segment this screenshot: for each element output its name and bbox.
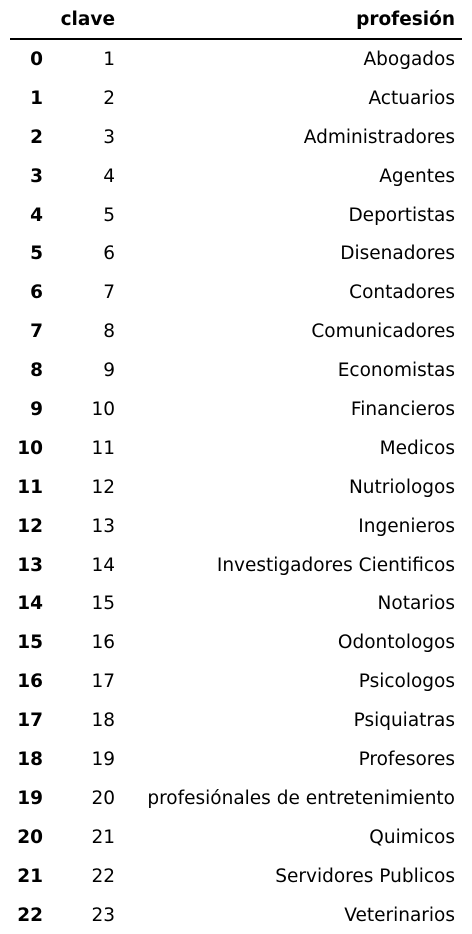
table-row: 7 8 Comunicadores	[10, 312, 462, 351]
cell-profesion: Nutriologos	[348, 476, 455, 498]
cell-clave: 2	[103, 87, 115, 109]
row-index: 12	[17, 515, 43, 537]
row-index: 13	[17, 554, 43, 576]
table-row: 3 4 Agentes	[10, 157, 462, 196]
cell-profesion: Disenadores	[340, 243, 455, 265]
index-header	[10, 0, 43, 40]
table-row: 8 9 Economistas	[10, 351, 462, 390]
table-row: 10 11 Medicos	[10, 429, 462, 468]
cell-clave: 7	[103, 282, 115, 304]
row-index: 17	[17, 710, 43, 732]
cell-profesion: Servidores Publicos	[275, 865, 455, 887]
cell-profesion: Comunicadores	[311, 321, 455, 343]
cell-clave: 19	[91, 748, 115, 770]
table-row: 16 17 Psicologos	[10, 662, 462, 701]
cell-profesion: Odontologos	[337, 632, 455, 654]
cell-clave: 6	[103, 243, 115, 265]
cell-profesion: Deportistas	[348, 204, 455, 226]
row-index: 7	[30, 321, 43, 343]
cell-clave: 5	[103, 204, 115, 226]
row-index: 18	[17, 748, 43, 770]
cell-clave: 22	[91, 865, 115, 887]
table-row: 9 10 Financieros	[10, 390, 462, 429]
row-index: 2	[30, 126, 43, 148]
cell-clave: 3	[103, 126, 115, 148]
cell-profesion: Quimicos	[369, 826, 455, 848]
cell-clave: 14	[91, 554, 115, 576]
cell-clave: 21	[91, 826, 115, 848]
cell-profesion: Psiquiatras	[353, 710, 455, 732]
table-row: 21 22 Servidores Publicos	[10, 857, 462, 896]
row-index: 0	[30, 48, 43, 70]
cell-clave: 13	[91, 515, 115, 537]
row-index: 21	[17, 865, 43, 887]
cell-profesion: Actuarios	[368, 87, 455, 109]
table-header: clave profesión	[10, 0, 462, 40]
table-row: 15 16 Odontologos	[10, 623, 462, 662]
cell-profesion: Administradores	[303, 126, 455, 148]
row-index: 15	[17, 632, 43, 654]
table-row: 19 20 profesiónales de entretenimiento	[10, 779, 462, 818]
cell-clave: 17	[91, 671, 115, 693]
row-index: 11	[17, 476, 43, 498]
row-index: 5	[30, 243, 43, 265]
row-index: 19	[17, 787, 43, 809]
cell-profesion: Medicos	[379, 437, 455, 459]
row-index: 3	[30, 165, 43, 187]
table-row: 5 6 Disenadores	[10, 234, 462, 273]
row-index: 1	[30, 87, 43, 109]
cell-profesion: Investigadores Cientificos	[216, 554, 455, 576]
cell-clave: 9	[103, 360, 115, 382]
column-header-clave: clave	[43, 0, 115, 40]
cell-clave: 16	[91, 632, 115, 654]
cell-clave: 1	[103, 48, 115, 70]
table-row: 14 15 Notarios	[10, 584, 462, 623]
row-index: 20	[17, 826, 43, 848]
cell-profesion: Psicologos	[358, 671, 455, 693]
row-index: 9	[30, 398, 43, 420]
column-header-profesion: profesión	[115, 0, 462, 40]
table-row: 1 2 Actuarios	[10, 79, 462, 118]
cell-profesion: Abogados	[363, 48, 456, 70]
cell-profesion: Veterinarios	[344, 904, 455, 926]
dataframe-table: clave profesión 0 1 Abogados 1 2 Actuarios 2 3 A…	[10, 0, 462, 934]
table-row: 22 23 Veterinarios	[10, 896, 462, 934]
cell-profesion: Financieros	[350, 398, 455, 420]
row-index: 8	[30, 360, 43, 382]
table-row: 18 19 Profesores	[10, 740, 462, 779]
table-row: 4 5 Deportistas	[10, 196, 462, 235]
table-row: 11 12 Nutriologos	[10, 468, 462, 507]
table-row: 17 18 Psiquiatras	[10, 701, 462, 740]
cell-profesion: Economistas	[337, 360, 455, 382]
table-row: 20 21 Quimicos	[10, 818, 462, 857]
cell-profesion: profesiónales de entretenimiento	[147, 787, 455, 809]
row-index: 6	[30, 282, 43, 304]
cell-clave: 20	[91, 787, 115, 809]
cell-profesion: Profesores	[358, 748, 455, 770]
table-row: 13 14 Investigadores Cientificos	[10, 546, 462, 585]
cell-profesion: Notarios	[377, 593, 455, 615]
cell-clave: 11	[91, 437, 115, 459]
table-row: 6 7 Contadores	[10, 273, 462, 312]
row-index: 22	[17, 904, 43, 926]
cell-clave: 4	[103, 165, 115, 187]
row-index: 16	[17, 671, 43, 693]
table-row: 0 1 Abogados	[10, 39, 462, 79]
cell-clave: 8	[103, 321, 115, 343]
cell-profesion: Agentes	[379, 165, 455, 187]
row-index: 10	[17, 437, 43, 459]
row-index: 4	[30, 204, 43, 226]
cell-clave: 18	[91, 710, 115, 732]
cell-profesion: Contadores	[349, 282, 455, 304]
table-body: 0 1 Abogados 1 2 Actuarios 2 3 Administradores 3 4…	[10, 39, 462, 934]
table-row: 2 3 Administradores	[10, 118, 462, 157]
cell-profesion: Ingenieros	[358, 515, 455, 537]
cell-clave: 23	[91, 904, 115, 926]
row-index: 14	[17, 593, 43, 615]
cell-clave: 10	[91, 398, 115, 420]
cell-clave: 12	[91, 476, 115, 498]
header-row: clave profesión	[10, 0, 462, 40]
cell-clave: 15	[91, 593, 115, 615]
table-row: 12 13 Ingenieros	[10, 507, 462, 546]
